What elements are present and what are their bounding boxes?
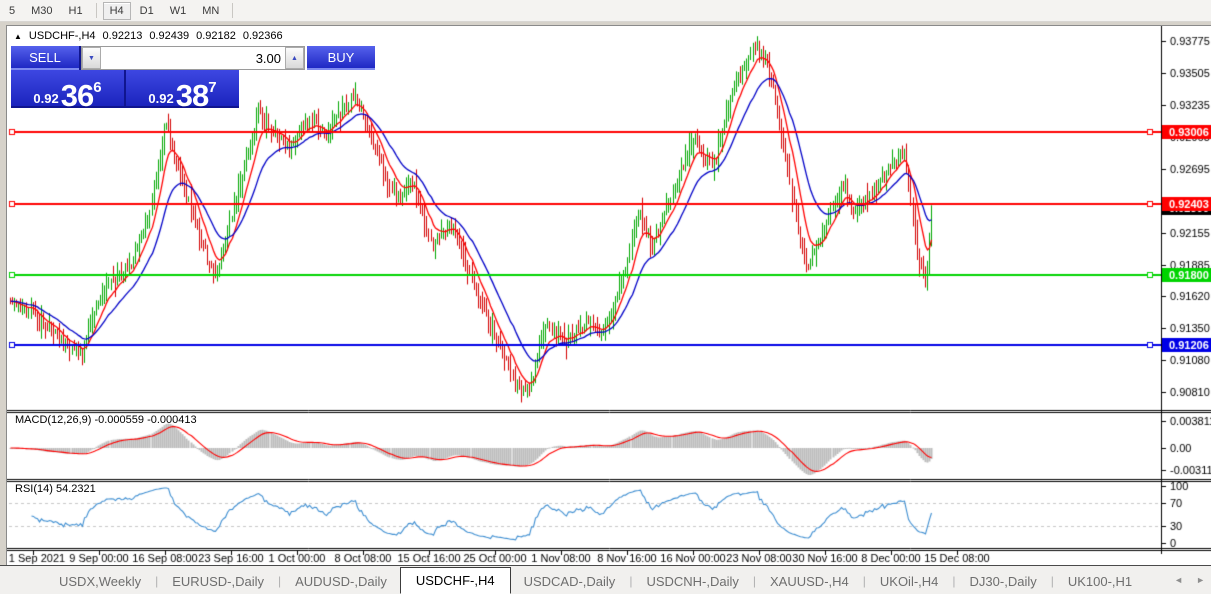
rsi-indicator-label: RSI(14) 54.2321	[15, 483, 96, 495]
tab-separator: |	[1050, 574, 1054, 588]
trade-prices-row: 0.92366 0.92387	[11, 70, 239, 113]
timeframe-w1[interactable]: W1	[163, 2, 194, 20]
timeframe-toolbar: 5 M30 H1 H4 D1 W1 MN	[0, 0, 1211, 22]
trade-controls-row: SELL ▼ ▲ BUY	[11, 46, 375, 70]
tab-scroll-controls: ◄ ►	[1174, 575, 1205, 585]
buy-price-sup: 7	[208, 79, 217, 96]
tab-separator: |	[629, 574, 633, 588]
sell-price-prefix: 0.92	[33, 91, 59, 106]
sell-price-sup: 6	[93, 79, 102, 96]
tab-separator: |	[862, 574, 866, 588]
tab-scroll-left-icon[interactable]: ◄	[1174, 575, 1184, 585]
chart-window: ▲ USDCHF-,H4 0.92213 0.92439 0.92182 0.9…	[0, 22, 1211, 566]
tab-audusd-daily[interactable]: AUDUSD-,Daily	[295, 573, 387, 589]
tab-separator: |	[277, 574, 282, 588]
timeframe-d1[interactable]: D1	[133, 2, 161, 20]
chevron-down-icon: ▼	[88, 54, 95, 62]
tab-separator: |	[752, 574, 757, 588]
high-value: 0.92439	[149, 30, 190, 42]
buy-button[interactable]: BUY	[307, 46, 375, 70]
buy-price-big: 38	[175, 78, 209, 113]
timeframe-h1[interactable]: H1	[62, 2, 90, 20]
sell-price[interactable]: 0.92366	[11, 70, 124, 113]
toolbar-separator	[95, 3, 97, 18]
tab-separator: |	[952, 574, 956, 588]
buy-price-prefix: 0.92	[148, 91, 174, 106]
timeframe-m30[interactable]: M30	[24, 2, 59, 20]
low-value: 0.92182	[196, 30, 236, 42]
sell-button[interactable]: SELL	[11, 46, 79, 70]
toolbar-separator	[232, 3, 234, 18]
macd-indicator-label: MACD(12,26,9) -0.000559 -0.000413	[15, 414, 197, 426]
chart-tab-bar: USDX,Weekly | EURUSD-,Daily | AUDUSD-,Daily U…	[0, 565, 1211, 594]
one-click-trading-panel: SELL ▼ ▲ BUY 0.92366 0.92387	[11, 46, 375, 113]
tab-scroll-right-icon[interactable]: ►	[1196, 575, 1205, 585]
tab-xauusd-h4[interactable]: XAUUSD-,H4	[770, 573, 849, 589]
tab-eurusd-daily[interactable]: EURUSD-,Daily	[172, 573, 264, 589]
timeframe-5[interactable]: 5	[2, 2, 22, 20]
tab-usdcnh-daily[interactable]: USDCNH-,Daily	[646, 573, 739, 589]
tab-uk100-h1[interactable]: UK100-,H1	[1067, 573, 1133, 589]
chart-ohlc-header: ▲ USDCHF-,H4 0.92213 0.92439 0.92182 0.9…	[14, 30, 283, 42]
tab-usdx-weekly[interactable]: USDX,Weekly	[59, 573, 142, 589]
tab-usdcad-daily[interactable]: USDCAD-,Daily	[523, 573, 616, 589]
timeframe-h4[interactable]: H4	[102, 1, 131, 20]
buy-price[interactable]: 0.92387	[126, 70, 239, 113]
chevron-up-icon: ▲	[291, 54, 298, 62]
tab-usdchf-h4[interactable]: USDCHF-,H4	[399, 566, 511, 594]
timeframe-mn[interactable]: MN	[195, 2, 226, 20]
volume-increase-button[interactable]: ▲	[285, 47, 304, 69]
quick-trade-toggle-icon[interactable]: ▲	[14, 31, 22, 41]
sell-price-big: 36	[60, 78, 94, 113]
tab-dj30-daily[interactable]: DJ30-,Daily	[969, 573, 1037, 589]
volume-stepper: ▼ ▲	[81, 46, 305, 70]
tab-separator: |	[155, 574, 159, 588]
chart-tabs: USDX,Weekly | EURUSD-,Daily | AUDUSD-,Daily U…	[46, 566, 1145, 594]
chart-canvas[interactable]	[7, 26, 1211, 566]
volume-input[interactable]	[101, 47, 285, 69]
chart-area: ▲ USDCHF-,H4 0.92213 0.92439 0.92182 0.9…	[6, 25, 1211, 566]
symbol-period-label: USDCHF-,H4	[28, 30, 96, 42]
close-value: 0.92366	[242, 30, 283, 42]
volume-decrease-button[interactable]: ▼	[82, 47, 101, 69]
open-value: 0.92213	[102, 30, 143, 42]
tab-ukoil-h4[interactable]: UKOil-,H4	[879, 573, 939, 589]
